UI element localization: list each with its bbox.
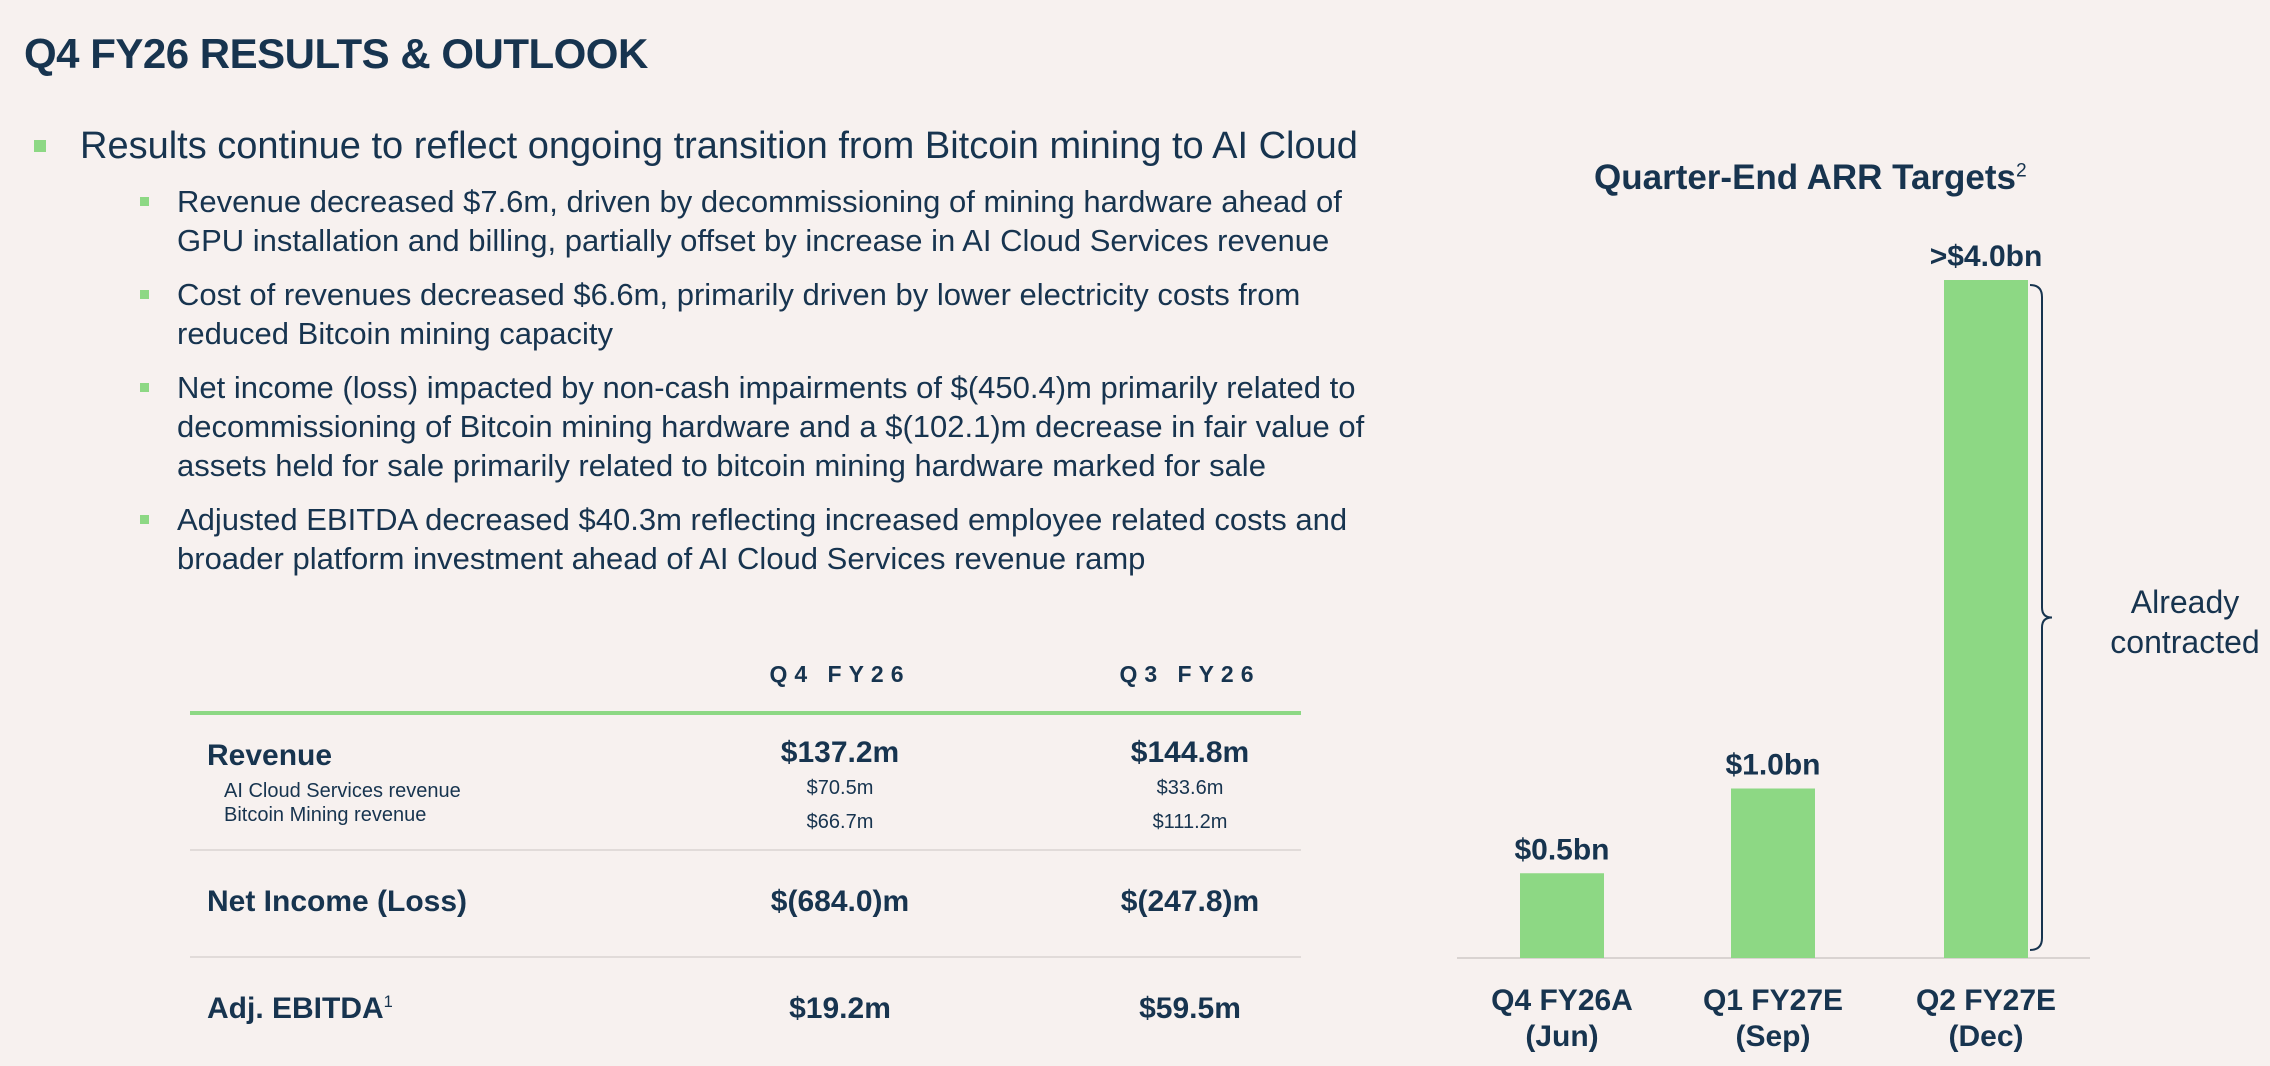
bitcoin-mining-q4: $66.7m [806,811,874,833]
table-row-revenue: Revenue $137.2m $144.8m AI Cloud Service… [190,715,1301,851]
header-divider [190,711,1301,715]
sub-bullet-cost: Cost of revenues decreased $6.6m, primar… [112,275,1404,353]
bullet-marker [140,290,149,299]
bracket-annotation: Already contracted [2110,584,2260,660]
net-income-q4: $(684.0)m [770,885,910,918]
ai-cloud-q3: $33.6m [1156,777,1224,799]
bullet-marker [140,383,149,392]
category-label: Q1 FY27E (Sep) [1703,984,1843,1053]
net-income-q3: $(247.8)m [1120,885,1260,918]
bar-1 [1731,788,1815,958]
bar-value-label: $0.5bn [1514,833,1609,866]
sub-bullet-text: Cost of revenues decreased $6.6m, primar… [177,277,1301,351]
bullet-marker [140,197,149,206]
bar-value-label: $1.0bn [1725,749,1820,782]
category-label: Q2 FY27E (Dec) [1916,984,2056,1053]
column-header-q4-fy26: Q4 FY26 [769,661,911,687]
category-label: Q4 FY26A (Jun) [1491,984,1633,1053]
financial-table: Q4 FY26 Q3 FY26 Revenue $137.2m $144.8m … [190,655,1301,1058]
footnote-marker: 1 [383,993,393,1011]
main-bullet: Results continue to reflect ongoing tran… [24,122,1404,170]
revenue-q4: $137.2m [780,736,900,769]
sub-bullet-text: Revenue decreased $7.6m, driven by decom… [177,184,1342,258]
row-label: Adj. EBITDA1 [207,992,393,1026]
sub-bullet-list: Revenue decreased $7.6m, driven by decom… [112,182,1404,578]
main-bullet-text: Results continue to reflect ongoing tran… [80,125,1358,167]
bar-2 [1944,280,2028,958]
bitcoin-mining-q3: $111.2m [1152,811,1228,833]
ebitda-label-text: Adj. EBITDA [207,992,384,1025]
bullet-marker [34,140,46,152]
ebitda-q3: $59.5m [1139,992,1241,1025]
ebitda-q4: $19.2m [789,992,891,1025]
chart-title: Quarter-End ARR Targets2 [1594,158,2027,198]
sub-bullet-text: Net income (loss) impacted by non-cash i… [177,370,1365,483]
sub-bullet-ebitda: Adjusted EBITDA decreased $40.3m reflect… [112,500,1404,578]
bullet-marker [140,515,149,524]
table-header: Q4 FY26 Q3 FY26 [190,655,1301,711]
sub-bullet-text: Adjusted EBITDA decreased $40.3m reflect… [177,502,1348,576]
contracted-bracket [2029,284,2053,951]
row-label: Net Income (Loss) [207,885,468,918]
sub-row-label: AI Cloud Services revenue [224,780,461,802]
sub-row-label: Bitcoin Mining revenue [224,804,427,826]
bar-0 [1520,873,1604,958]
column-header-q3-fy26: Q3 FY26 [1119,661,1261,687]
chart-title-text: Quarter-End ARR Targets [1594,158,2016,197]
table-row-net-income: Net Income (Loss) $(684.0)m $(247.8)m [190,851,1301,958]
bar-value-label: >$4.0bn [1930,240,2043,273]
row-label: Revenue [207,739,333,772]
ai-cloud-q4: $70.5m [806,777,874,799]
sub-bullet-net-income: Net income (loss) impacted by non-cash i… [112,368,1404,485]
table-row-ebitda: Adj. EBITDA1 $19.2m $59.5m [190,958,1301,1058]
revenue-q3: $144.8m [1130,736,1250,769]
page-title: Q4 FY26 RESULTS & OUTLOOK [24,30,648,77]
sub-bullet-revenue: Revenue decreased $7.6m, driven by decom… [112,182,1404,260]
footnote-marker: 2 [2016,160,2027,182]
bullet-list: Results continue to reflect ongoing tran… [24,122,1404,593]
